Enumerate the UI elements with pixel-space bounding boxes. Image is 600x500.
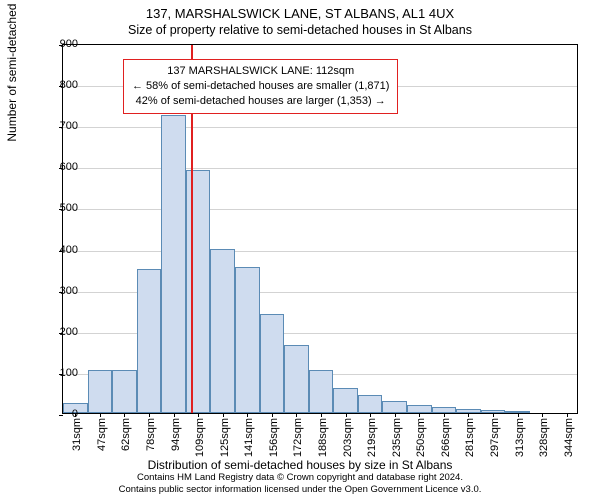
page-title: 137, MARSHALSWICK LANE, ST ALBANS, AL1 4… (0, 0, 600, 21)
attribution-line-2: Contains public sector information licen… (0, 484, 600, 496)
y-tick-label: 100 (60, 367, 78, 379)
histogram-bar (309, 370, 334, 413)
x-tick-label: 203sqm (342, 418, 354, 458)
x-tick-mark (567, 413, 568, 417)
chart: 137 MARSHALSWICK LANE: 112sqm← 58% of se… (62, 44, 578, 414)
x-tick-label: 125sqm (219, 418, 231, 458)
x-tick-label: 141sqm (243, 418, 255, 458)
attribution-line-1: Contains HM Land Registry data © Crown c… (0, 472, 600, 484)
histogram-bar (407, 405, 432, 413)
x-tick-label: 266sqm (440, 418, 452, 458)
x-tick-label: 235sqm (391, 418, 403, 458)
x-tick-label: 313sqm (514, 418, 526, 458)
x-tick-mark (149, 413, 150, 417)
attribution: Contains HM Land Registry data © Crown c… (0, 472, 600, 496)
histogram-bar (112, 370, 137, 413)
x-tick-mark (100, 413, 101, 417)
x-tick-label: 31sqm (71, 418, 83, 458)
x-tick-label: 109sqm (194, 418, 206, 458)
x-tick-label: 47sqm (96, 418, 108, 458)
y-tick-label: 300 (60, 285, 78, 297)
y-tick-label: 400 (60, 244, 78, 256)
histogram-bar (358, 395, 383, 414)
x-tick-mark (542, 413, 543, 417)
histogram-bar (260, 314, 285, 413)
y-tick-label: 600 (60, 161, 78, 173)
x-tick-mark (395, 413, 396, 417)
y-tick-label: 200 (60, 326, 78, 338)
x-tick-mark (468, 413, 469, 417)
x-tick-mark (346, 413, 347, 417)
plot-area: 137 MARSHALSWICK LANE: 112sqm← 58% of se… (62, 44, 578, 414)
x-tick-label: 78sqm (145, 418, 157, 458)
gridline (63, 251, 577, 252)
annotation-line-3: 42% of semi-detached houses are larger (… (132, 94, 389, 109)
x-tick-label: 328sqm (538, 418, 550, 458)
histogram-bar (284, 345, 309, 413)
x-tick-label: 188sqm (317, 418, 329, 458)
x-tick-mark (247, 413, 248, 417)
x-tick-label: 250sqm (415, 418, 427, 458)
x-tick-mark (223, 413, 224, 417)
x-tick-mark (124, 413, 125, 417)
y-tick-label: 500 (60, 202, 78, 214)
x-tick-mark (174, 413, 175, 417)
gridline (63, 127, 577, 128)
x-tick-label: 281sqm (464, 418, 476, 458)
y-tick-label: 800 (60, 79, 78, 91)
y-tick-label: 900 (60, 38, 78, 50)
histogram-bar (161, 115, 186, 413)
x-tick-label: 172sqm (292, 418, 304, 458)
x-tick-mark (296, 413, 297, 417)
x-tick-mark (493, 413, 494, 417)
x-tick-label: 219sqm (366, 418, 378, 458)
histogram-bar (382, 401, 407, 413)
histogram-bar (210, 249, 235, 413)
x-tick-mark (272, 413, 273, 417)
page-subtitle: Size of property relative to semi-detach… (0, 21, 600, 41)
x-tick-mark (419, 413, 420, 417)
annotation-line-2: ← 58% of semi-detached houses are smalle… (132, 79, 389, 94)
x-tick-mark (321, 413, 322, 417)
gridline (63, 168, 577, 169)
histogram-bar (137, 269, 162, 413)
x-axis-label: Distribution of semi-detached houses by … (0, 458, 600, 472)
y-tick-mark (59, 415, 63, 416)
gridline (63, 209, 577, 210)
x-tick-mark (444, 413, 445, 417)
x-tick-label: 62sqm (120, 418, 132, 458)
x-tick-label: 94sqm (170, 418, 182, 458)
x-tick-mark (518, 413, 519, 417)
y-axis-label: Number of semi-detached properties (5, 0, 19, 142)
histogram-bar (88, 370, 113, 413)
annotation-line-1: 137 MARSHALSWICK LANE: 112sqm (132, 64, 389, 79)
x-tick-label: 297sqm (489, 418, 501, 458)
x-tick-mark (370, 413, 371, 417)
histogram-bar (235, 267, 260, 413)
annotation-box: 137 MARSHALSWICK LANE: 112sqm← 58% of se… (123, 59, 398, 114)
histogram-bar (333, 388, 358, 413)
histogram-bar (186, 170, 211, 413)
y-tick-label: 700 (60, 120, 78, 132)
x-tick-label: 156sqm (268, 418, 280, 458)
x-tick-mark (198, 413, 199, 417)
x-tick-label: 344sqm (563, 418, 575, 458)
